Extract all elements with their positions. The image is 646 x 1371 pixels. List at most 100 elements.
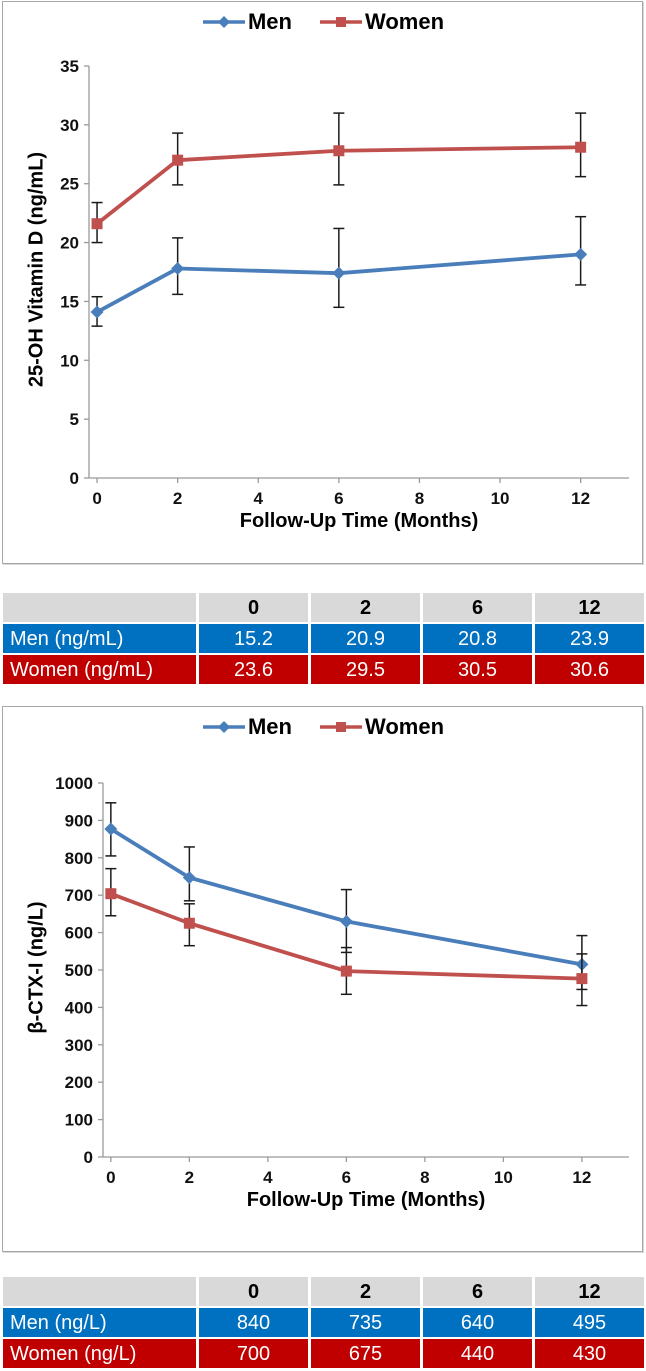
x-tick-label: 10 (494, 1168, 513, 1187)
vitamin-d-chart: 0 5 10 15 20 25 30 35 0 2 4 6 8 10 12 (60, 57, 629, 508)
legend-item-women: Women (318, 9, 444, 35)
vitamin-d-table: 0 2 6 12 Men (ng/mL) 15.2 20.9 20.8 23.9 Women (n… (3, 593, 644, 684)
diamond-marker (182, 871, 196, 885)
table-column-header: 0 (199, 593, 308, 622)
series-line-women (95, 145, 583, 226)
y-tick-label: 300 (65, 1036, 93, 1055)
square-marker (172, 154, 184, 166)
table-column-header: 2 (311, 1277, 420, 1306)
y-tick-label: 1000 (55, 774, 93, 793)
table-value-cell: 675 (311, 1339, 420, 1368)
y-tick-label: 15 (60, 292, 79, 311)
y-tick-label: 200 (65, 1073, 93, 1092)
table-value-cell: 20.9 (311, 624, 420, 653)
y-tick-label: 100 (65, 1111, 93, 1130)
y-tick-label: 0 (70, 469, 79, 488)
table-value-cell: 29.5 (311, 655, 420, 684)
square-marker (575, 141, 587, 153)
table-value-cell: 840 (199, 1308, 308, 1337)
x-tick-label: 2 (185, 1168, 194, 1187)
legend-item-men: Men (201, 9, 292, 35)
table-value-cell: 700 (199, 1339, 308, 1368)
table-value-cell: 735 (311, 1308, 420, 1337)
square-marker (105, 888, 117, 900)
x-tick-label: 10 (491, 489, 510, 508)
ctx-chart-panel: 0 100 200 300 400 500 600 700 800 900 1000 0 2 4 6 8 10 1… (2, 706, 643, 1252)
table-value-cell: 20.8 (423, 624, 532, 653)
table-value-cell: 640 (423, 1308, 532, 1337)
diamond-marker (332, 266, 346, 280)
table-value-cell: 15.2 (199, 624, 308, 653)
table-value-cell: 23.6 (199, 655, 308, 684)
table-value-cell: 30.6 (535, 655, 644, 684)
x-tick-label: 6 (342, 1168, 351, 1187)
square-marker (333, 145, 345, 157)
y-tick-label: 900 (65, 811, 93, 830)
y-tick-label: 25 (60, 175, 79, 194)
x-tick-label: 12 (572, 1168, 591, 1187)
table-column-header: 6 (423, 1277, 532, 1306)
legend-item-men: Men (201, 714, 292, 740)
series-line-women (108, 891, 584, 981)
vitamin-d-y-axis-title: 25-OH Vitamin D (ng/mL) (25, 151, 48, 388)
y-tick-label: 0 (84, 1148, 93, 1167)
vitamin-d-x-axis-title: Follow-Up Time (Months) (239, 510, 479, 532)
x-tick-label: 12 (571, 489, 590, 508)
legend-item-women: Women (318, 714, 444, 740)
diamond-marker (339, 914, 353, 928)
table-corner-cell (3, 1277, 196, 1306)
table-column-header: 12 (535, 593, 644, 622)
y-tick-label: 700 (65, 886, 93, 905)
table-column-header: 6 (423, 593, 532, 622)
vitamin-d-legend: Men Women (3, 9, 642, 35)
legend-label: Men (247, 9, 292, 34)
legend-label: Women (364, 714, 445, 739)
y-tick-label: 5 (70, 410, 79, 429)
legend-label: Women (364, 9, 445, 34)
ctx-legend: Men Women (3, 714, 642, 740)
table-column-header: 0 (199, 1277, 308, 1306)
table-row-label: Women (ng/mL) (3, 655, 196, 684)
table-value-cell: 430 (535, 1339, 644, 1368)
ctx-table: 0 2 6 12 Men (ng/L) 840 735 640 495 Women (ng/L) 7… (3, 1277, 644, 1368)
x-tick-label: 0 (106, 1168, 115, 1187)
x-tick-label: 4 (254, 489, 264, 508)
table-column-header: 12 (535, 1277, 644, 1306)
x-tick-label: 2 (173, 489, 182, 508)
table-row-label: Men (ng/L) (3, 1308, 196, 1337)
y-tick-label: 30 (60, 116, 79, 135)
legend-label: Men (247, 714, 292, 739)
x-tick-label: 8 (415, 489, 424, 508)
legend-marker-icon (319, 17, 362, 27)
y-tick-label: 400 (65, 998, 93, 1017)
y-tick-label: 10 (60, 351, 79, 370)
x-tick-label: 8 (420, 1168, 429, 1187)
series-line-men (95, 252, 583, 314)
y-tick-label: 600 (65, 924, 93, 943)
x-tick-label: 4 (263, 1168, 273, 1187)
ctx-y-axis-title: β-CTX-I (ng/L) (25, 901, 48, 1034)
diamond-marker (574, 247, 588, 261)
table-value-cell: 440 (423, 1339, 532, 1368)
ctx-x-axis-title: Follow-Up Time (Months) (246, 1189, 486, 1211)
y-tick-label: 500 (65, 961, 93, 980)
table-row-label: Women (ng/L) (3, 1339, 196, 1368)
diamond-marker (90, 305, 104, 319)
square-marker (91, 218, 103, 230)
y-tick-label: 20 (60, 234, 79, 253)
square-marker (340, 965, 352, 977)
legend-marker-icon (319, 722, 362, 732)
square-marker (183, 917, 195, 929)
square-marker (576, 973, 588, 985)
x-tick-label: 6 (334, 489, 343, 508)
y-tick-label: 800 (65, 849, 93, 868)
table-value-cell: 23.9 (535, 624, 644, 653)
legend-marker-icon (202, 16, 245, 28)
legend-marker-icon (202, 721, 245, 733)
ctx-chart: 0 100 200 300 400 500 600 700 800 900 1000 0 2 4 6 8 10 1… (55, 774, 629, 1187)
table-column-header: 2 (311, 593, 420, 622)
table-corner-cell (3, 593, 196, 622)
vitamin-d-chart-panel: 0 5 10 15 20 25 30 35 0 2 4 6 8 10 12 Men Women 25-OH V… (2, 1, 643, 564)
table-row-label: Men (ng/mL) (3, 624, 196, 653)
